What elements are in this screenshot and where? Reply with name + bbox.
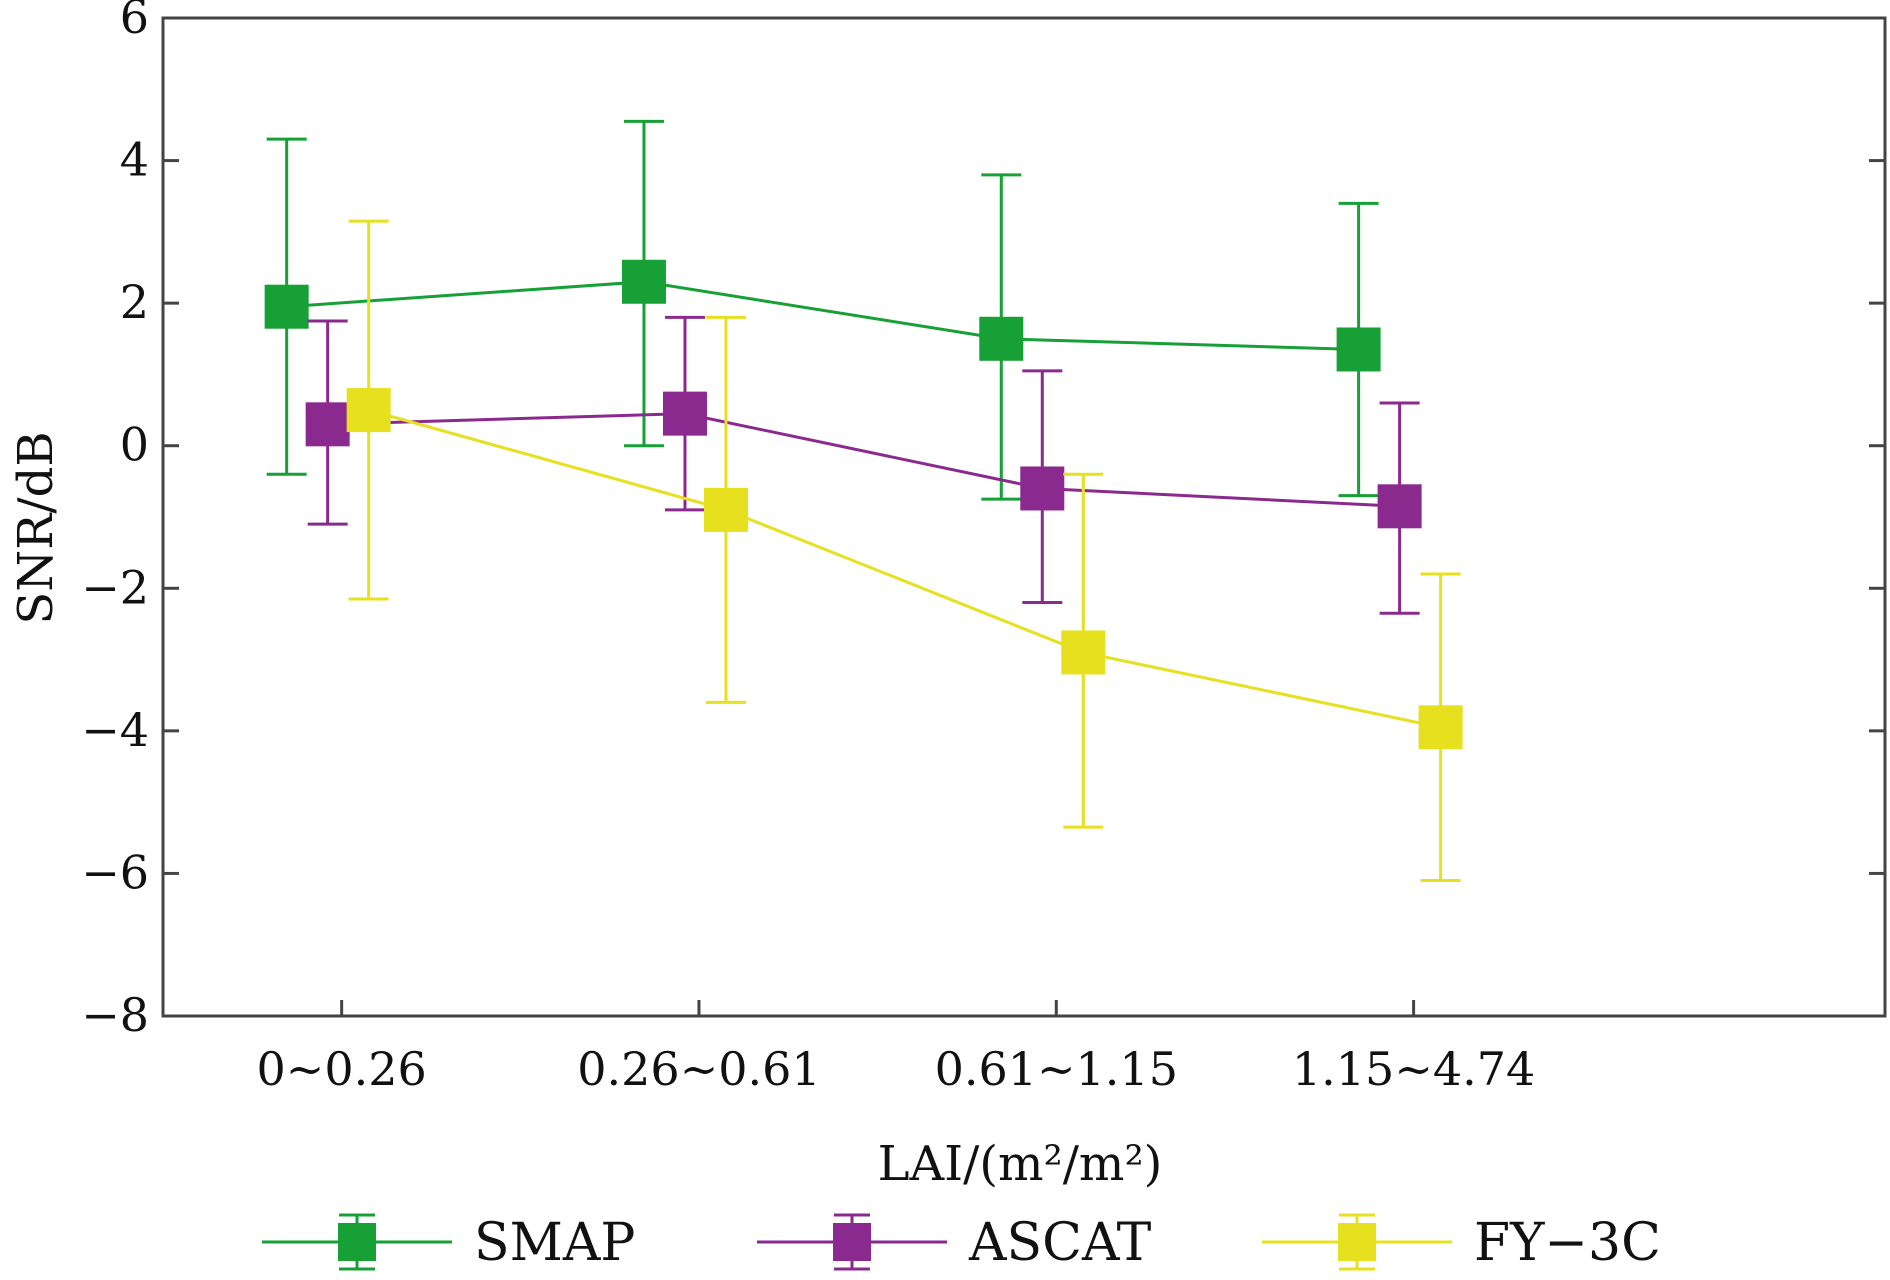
legend-marker — [833, 1223, 871, 1261]
y-tick-label: −8 — [81, 988, 149, 1042]
data-point — [1061, 630, 1105, 674]
data-point — [1419, 705, 1463, 749]
legend-item: SMAP — [262, 1213, 635, 1273]
data-point — [265, 285, 309, 329]
y-tick-label: −2 — [81, 560, 149, 614]
legend-label: ASCAT — [968, 1213, 1152, 1273]
series-line — [287, 282, 1359, 350]
legend-marker — [338, 1223, 376, 1261]
legend-item: ASCAT — [757, 1213, 1152, 1273]
data-point — [622, 260, 666, 304]
data-point — [704, 488, 748, 532]
data-point — [663, 392, 707, 436]
series-line — [328, 414, 1400, 507]
x-axis-ticks: 0~0.26 0.26~0.61 0.61~1.15 1.15~4.74 — [257, 1000, 1536, 1096]
plot-frame — [163, 18, 1885, 1016]
y-tick-label: 6 — [120, 0, 149, 44]
data-point — [979, 317, 1023, 361]
x-tick-label: 0.26~0.61 — [577, 1042, 820, 1096]
snr-lai-chart: 6 4 2 0 −2 −4 −6 −8 0~0.26 0.26~0.61 0.61~1.15 1.1… — [0, 0, 1890, 1280]
legend-label: FY−3C — [1474, 1213, 1661, 1273]
data-point — [306, 402, 350, 446]
y-tick-label: −6 — [81, 845, 149, 899]
y-axis-ticks: 6 4 2 0 −2 −4 −6 −8 — [81, 0, 1885, 1042]
data-point — [1020, 466, 1064, 510]
y-tick-label: −4 — [81, 703, 149, 757]
series-layer — [265, 121, 1463, 880]
legend: SMAP ASCAT FY−3C — [262, 1213, 1661, 1273]
y-tick-label: 0 — [120, 418, 149, 472]
y-axis-title: SNR/dB — [8, 431, 64, 624]
x-tick-label: 0.61~1.15 — [935, 1042, 1178, 1096]
y-tick-label: 4 — [120, 133, 149, 187]
legend-item: FY−3C — [1262, 1213, 1661, 1273]
x-axis-title: LAI/(m²/m²) — [878, 1136, 1163, 1192]
legend-marker — [1338, 1223, 1376, 1261]
data-point — [1378, 484, 1422, 528]
x-tick-label: 0~0.26 — [257, 1042, 427, 1096]
data-point — [1337, 327, 1381, 371]
series-ascat — [306, 317, 1422, 613]
y-tick-label: 2 — [120, 275, 149, 329]
series-fy-3c — [347, 221, 1463, 880]
legend-label: SMAP — [474, 1213, 635, 1273]
series-line — [369, 410, 1441, 727]
data-point — [347, 388, 391, 432]
x-tick-label: 1.15~4.74 — [1292, 1042, 1535, 1096]
